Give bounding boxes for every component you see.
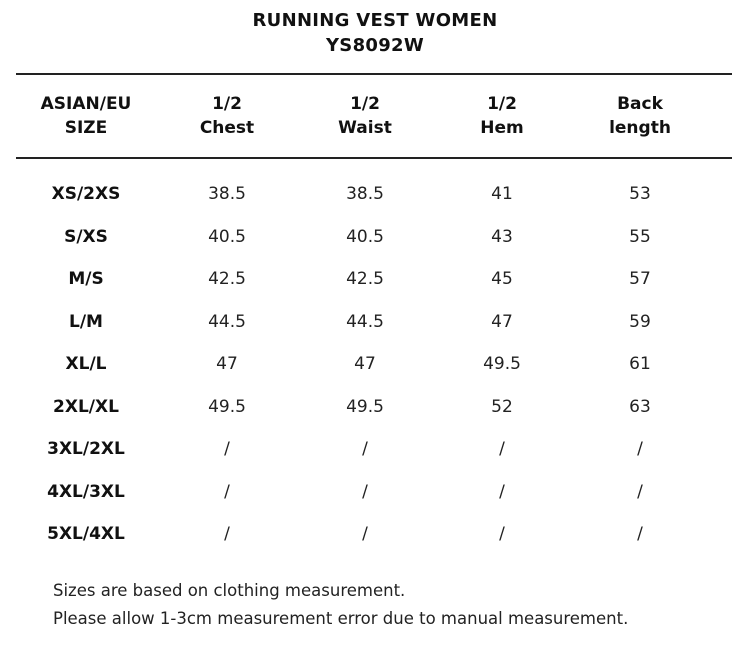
back-value: 59 <box>629 311 651 332</box>
waist-value: 49.5 <box>346 396 384 417</box>
hem-value: 45 <box>491 269 513 289</box>
chest-value: 42.5 <box>208 269 246 289</box>
hem-value: 43 <box>491 226 513 247</box>
back-value: / <box>637 439 643 459</box>
header-hem-line2: Hem <box>480 118 524 138</box>
header-hem: 1/2 Hem <box>427 92 577 140</box>
hem-value: 41 <box>491 184 513 204</box>
header-back-length: Back length <box>565 92 715 140</box>
header-chest-line2: Chest <box>199 118 255 138</box>
chest-value: / <box>224 481 230 502</box>
header-divider-rule <box>16 157 732 159</box>
size-label: 5XL/4XL <box>47 524 125 544</box>
table-row: XS/2XS 38.5 38.5 41 53 <box>0 179 750 209</box>
waist-value: / <box>362 439 368 459</box>
waist-value: 40.5 <box>346 226 384 247</box>
back-value: 53 <box>629 184 651 204</box>
size-label: L/M <box>69 311 103 332</box>
note-measurement-basis: Sizes are based on clothing measurement. <box>53 581 406 600</box>
header-waist: 1/2 Waist <box>290 92 440 140</box>
table-row: M/S 42.5 42.5 45 57 <box>0 264 750 294</box>
header-size-line2: SIZE <box>64 118 108 138</box>
header-chest-line1: 1/2 <box>212 94 242 114</box>
back-value: / <box>637 524 643 544</box>
back-value: / <box>637 481 643 502</box>
chest-value: 38.5 <box>208 184 246 204</box>
table-row: 3XL/2XL / / / / <box>0 434 750 464</box>
chest-value: 49.5 <box>208 396 246 417</box>
table-row: L/M 44.5 44.5 47 59 <box>0 307 750 337</box>
waist-value: 47 <box>354 354 376 374</box>
header-waist-line2: Waist <box>338 118 392 138</box>
header-waist-line1: 1/2 <box>350 94 380 114</box>
size-label: M/S <box>68 269 104 289</box>
model-number: YS8092W <box>325 35 425 56</box>
table-row: S/XS 40.5 40.5 43 55 <box>0 222 750 252</box>
hem-value: 49.5 <box>483 354 521 374</box>
hem-value: / <box>499 481 505 502</box>
header-back-line2: length <box>609 118 671 138</box>
table-row: 2XL/XL 49.5 49.5 52 63 <box>0 392 750 422</box>
size-label: 4XL/3XL <box>47 481 125 502</box>
table-row: 5XL/4XL / / / / <box>0 519 750 549</box>
back-value: 55 <box>629 226 651 247</box>
table-row: 4XL/3XL / / / / <box>0 477 750 507</box>
chest-value: / <box>224 524 230 544</box>
size-label: XL/L <box>65 354 107 374</box>
size-label: XS/2XS <box>51 184 121 204</box>
header-size-line1: ASIAN/EU <box>40 94 132 114</box>
waist-value: 44.5 <box>346 311 384 332</box>
chest-value: 47 <box>216 354 238 374</box>
header-hem-line1: 1/2 <box>487 94 517 114</box>
table-row: XL/L 47 47 49.5 61 <box>0 349 750 379</box>
table-top-rule <box>16 73 732 75</box>
waist-value: 42.5 <box>346 269 384 289</box>
hem-value: / <box>499 439 505 459</box>
header-size: ASIAN/EU SIZE <box>11 92 161 140</box>
size-label: 3XL/2XL <box>47 439 125 459</box>
chest-value: 44.5 <box>208 311 246 332</box>
hem-value: / <box>499 524 505 544</box>
back-value: 57 <box>629 269 651 289</box>
header-back-line1: Back <box>617 94 663 114</box>
size-label: S/XS <box>64 226 108 247</box>
waist-value: 38.5 <box>346 184 384 204</box>
waist-value: / <box>362 524 368 544</box>
size-label: 2XL/XL <box>53 396 119 417</box>
chest-value: / <box>224 439 230 459</box>
waist-value: / <box>362 481 368 502</box>
hem-value: 47 <box>491 311 513 332</box>
header-chest: 1/2 Chest <box>152 92 302 140</box>
back-value: 61 <box>629 354 651 374</box>
hem-value: 52 <box>491 396 513 417</box>
chest-value: 40.5 <box>208 226 246 247</box>
back-value: 63 <box>629 396 651 417</box>
chart-title: RUNNING VEST WOMEN <box>252 10 498 31</box>
note-measurement-error: Please allow 1-3cm measurement error due… <box>53 609 629 628</box>
